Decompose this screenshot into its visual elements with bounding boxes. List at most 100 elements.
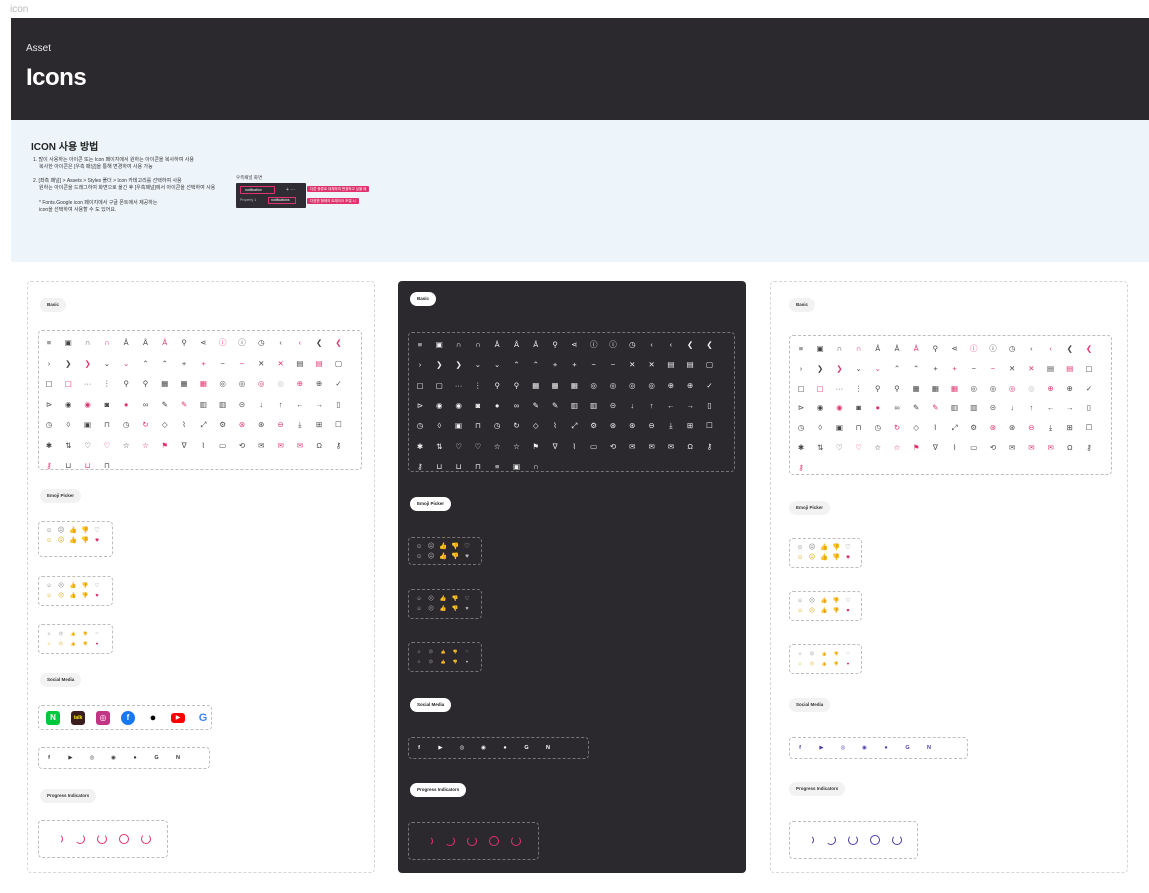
thumbs-down-icon[interactable]: 👎: [82, 631, 88, 636]
headset-icon[interactable]: Ω: [316, 440, 322, 450]
calendar-icon[interactable]: ▤: [315, 358, 323, 368]
heart-icon-filled[interactable]: ♥: [95, 641, 99, 646]
heart-icon[interactable]: ♡: [95, 631, 99, 636]
arrow-down-icon[interactable]: ↓: [259, 399, 264, 409]
stop-icon[interactable]: ⊖: [648, 421, 655, 431]
clock-icon[interactable]: ◷: [45, 420, 53, 429]
person-outline-icon[interactable]: ∩: [455, 340, 462, 349]
play-icon[interactable]: ⊳: [797, 403, 805, 413]
search-icon[interactable]: ⚲: [932, 344, 939, 353]
edit-icon[interactable]: ✎: [551, 400, 559, 410]
chevron-up-icon[interactable]: ⌃: [913, 363, 920, 373]
smile-icon-filled[interactable]: ☺: [46, 641, 52, 646]
check-circle-icon[interactable]: ◎: [629, 380, 636, 390]
enter-icon[interactable]: ⊛: [609, 421, 617, 431]
key-icon[interactable]: ⚷: [46, 461, 52, 470]
smile-icon-filled[interactable]: ☺: [416, 659, 422, 664]
add-circle-icon[interactable]: ⊕: [296, 379, 304, 388]
sad-icon-filled[interactable]: ☹: [57, 537, 65, 544]
sad-icon[interactable]: ☹: [58, 583, 64, 589]
check-icon[interactable]: ✓: [706, 380, 713, 390]
add-circle-icon[interactable]: ⊕: [316, 379, 323, 388]
people-icon[interactable]: Å: [162, 338, 168, 347]
smile-icon-filled[interactable]: ☺: [415, 553, 423, 560]
download-circle-icon[interactable]: ⊝: [989, 403, 997, 413]
calendar-icon[interactable]: ▤: [1066, 363, 1074, 373]
repeat-icon[interactable]: ⟲: [989, 443, 997, 452]
settings-icon[interactable]: ⚙: [590, 421, 598, 431]
trash-icon[interactable]: ⊔: [455, 461, 462, 471]
filter-icon[interactable]: ∇: [181, 440, 187, 450]
expand-icon[interactable]: ⤢: [200, 420, 207, 429]
mail-open-icon[interactable]: ✉: [296, 440, 304, 450]
attach-icon[interactable]: ⌇: [553, 421, 557, 431]
chevron-left-icon[interactable]: ‹: [279, 338, 282, 347]
thumbs-down-icon[interactable]: 👎: [81, 527, 90, 534]
key-icon[interactable]: ⚷: [706, 441, 713, 451]
clock-icon[interactable]: ◷: [629, 340, 636, 349]
chevron-left-icon[interactable]: ‹: [298, 338, 302, 347]
sad-icon-filled[interactable]: ☹: [428, 606, 434, 612]
lock-icon[interactable]: ⊓: [103, 420, 110, 429]
smile-icon-filled[interactable]: ☺: [796, 554, 804, 561]
phone-icon[interactable]: ▯: [336, 399, 341, 409]
minus-icon[interactable]: −: [591, 360, 596, 370]
heart-icon-filled[interactable]: ♥: [465, 606, 469, 612]
link-icon[interactable]: ∞: [513, 400, 520, 410]
chevron-down-icon[interactable]: ⌄: [123, 358, 130, 368]
thumbs-down-icon[interactable]: 👎: [451, 596, 459, 602]
check-circle-icon[interactable]: ◎: [989, 383, 997, 393]
add-circle-icon[interactable]: ⊕: [687, 380, 694, 390]
notification-icon[interactable]: ⚑: [161, 440, 169, 450]
location-icon[interactable]: ⚲: [142, 379, 149, 388]
thumbs-up-icon[interactable]: 👍: [69, 527, 78, 534]
search-icon[interactable]: ⚲: [552, 340, 558, 349]
trash-icon[interactable]: ⊔: [65, 461, 72, 470]
grid-icon[interactable]: ⊞: [687, 421, 694, 431]
heart-icon-filled[interactable]: ♥: [465, 659, 469, 664]
heart-icon[interactable]: ♡: [103, 440, 111, 450]
people-icon[interactable]: Å: [123, 338, 129, 347]
chevron-left-bold-icon[interactable]: ❮: [335, 338, 342, 347]
sad-icon-filled[interactable]: ☹: [58, 593, 64, 599]
play-icon[interactable]: ⊳: [45, 399, 53, 409]
heart-icon[interactable]: ♡: [845, 598, 851, 604]
plus-icon[interactable]: +: [952, 363, 957, 373]
thumbs-down-icon-filled[interactable]: 👎: [832, 608, 840, 614]
smile-icon[interactable]: ☺: [797, 651, 803, 656]
image-icon[interactable]: ▣: [816, 344, 824, 353]
plus-icon[interactable]: +: [201, 358, 206, 368]
close-icon[interactable]: ✕: [277, 358, 284, 368]
thumbs-down-icon-filled[interactable]: 👎: [81, 593, 89, 599]
target-icon[interactable]: ◉: [436, 400, 443, 410]
info-icon[interactable]: ⓘ: [609, 340, 617, 349]
chat-icon[interactable]: ▢: [816, 383, 824, 393]
person-outline-icon[interactable]: ∩: [475, 340, 481, 349]
arrow-down-icon[interactable]: ↓: [1010, 403, 1015, 413]
instagram-icon[interactable]: ◎: [459, 745, 465, 751]
check-icon[interactable]: ✓: [1085, 383, 1093, 393]
heart-icon[interactable]: ♡: [846, 651, 850, 656]
time-icon[interactable]: ◷: [874, 423, 882, 433]
minus-icon[interactable]: −: [610, 360, 616, 370]
asterisk-icon[interactable]: ✱: [45, 440, 53, 450]
mail-icon[interactable]: ✉: [1028, 443, 1035, 452]
edit-icon[interactable]: ✎: [913, 403, 920, 413]
mail-icon[interactable]: ✉: [258, 440, 265, 450]
mail-open-icon[interactable]: ✉: [667, 441, 675, 451]
instagram-icon[interactable]: ◎: [840, 745, 846, 751]
trash-icon[interactable]: ⊔: [84, 461, 91, 470]
chevron-left-icon[interactable]: ‹: [650, 340, 653, 349]
check-circle-icon[interactable]: ◎: [1008, 383, 1016, 393]
location-icon[interactable]: ⚲: [894, 383, 900, 393]
play-icon[interactable]: ⊳: [416, 400, 424, 410]
heart-icon[interactable]: ♡: [464, 543, 470, 550]
star-icon[interactable]: ☆: [142, 440, 149, 450]
instagram-icon[interactable]: ◎: [96, 711, 110, 725]
chevron-right-icon[interactable]: ›: [418, 360, 422, 370]
checked-icon[interactable]: ●: [494, 400, 500, 410]
apple-icon[interactable]: ●: [149, 712, 157, 724]
check-circle-icon[interactable]: ◎: [590, 380, 597, 390]
info-icon[interactable]: ⓘ: [989, 344, 997, 353]
google-icon[interactable]: G: [198, 712, 208, 724]
